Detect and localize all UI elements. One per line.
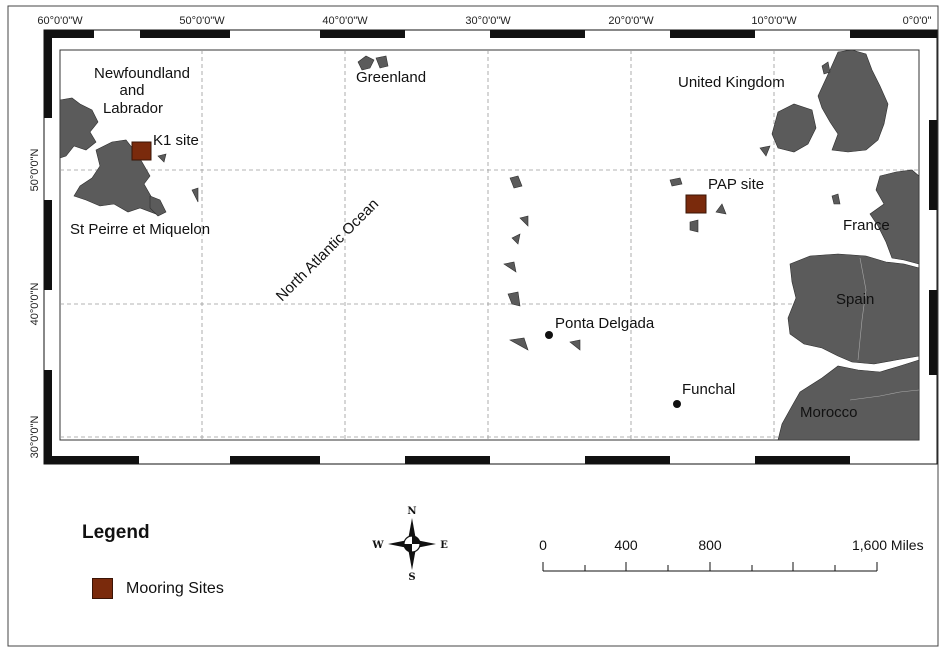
label-morocco: Morocco (800, 404, 858, 421)
azores-4 (503, 261, 517, 273)
scale-label-800: 800 (698, 537, 722, 553)
label-france: France (843, 217, 890, 234)
tick-40n: 40°0'0"N (29, 283, 41, 326)
graticule (60, 50, 919, 440)
tick-40w: 40°0'0"W (322, 15, 368, 27)
label-st-pierre: St Peirre et Miquelon (70, 221, 210, 238)
label-greenland: Greenland (356, 69, 426, 86)
islet-fr (831, 193, 841, 205)
label-spain: Spain (836, 291, 874, 308)
tick-30n: 30°0'0"N (29, 416, 41, 459)
compass-n: N (407, 506, 416, 517)
azores-7 (569, 339, 581, 351)
label-ponta-delgada: Ponta Delgada (555, 315, 655, 332)
france (869, 169, 920, 265)
label-pap-site: PAP site (708, 176, 764, 193)
label-newfoundland-3: Labrador (103, 100, 163, 117)
borders (849, 257, 920, 401)
city-point-ponta-delgada (545, 331, 553, 339)
islet-pap-2 (689, 219, 699, 233)
tick-60w: 60°0'0"W (37, 15, 83, 27)
cape-breton (149, 195, 167, 217)
scale-bar: 0 400 800 1,600 Miles (539, 537, 924, 572)
great-britain (817, 49, 889, 153)
iberia (787, 253, 920, 365)
tick-0: 0°0'0" (903, 15, 932, 27)
north-africa (777, 359, 920, 441)
label-newfoundland-1: Newfoundland (94, 65, 190, 82)
tick-50n: 50°0'0"N (29, 149, 41, 192)
compass-w: W (371, 540, 384, 551)
islet-uk (759, 145, 771, 157)
labrador-coast (59, 97, 99, 159)
scale-label-1600: 1,600 Miles (852, 537, 924, 553)
azores-5 (507, 291, 521, 307)
compass-e: E (440, 540, 448, 551)
azores-6 (509, 337, 529, 351)
ireland (771, 103, 817, 153)
tick-50w: 50°0'0"W (179, 15, 225, 27)
label-newfoundland-2: and (119, 82, 144, 99)
legend-title: Legend (82, 522, 150, 543)
azores-2 (519, 215, 529, 227)
city-point-funchal (673, 400, 681, 408)
label-funchal: Funchal (682, 381, 735, 398)
legend-item-mooring-sites: Mooring Sites (92, 578, 224, 599)
outer-border (7, 5, 939, 647)
compass-s: S (408, 572, 415, 583)
label-united-kingdom: United Kingdom (678, 74, 785, 91)
north-arrow-icon: N S E W (371, 506, 448, 583)
map-frame (43, 29, 938, 465)
islet-pap-1 (669, 177, 683, 187)
tick-30w: 30°0'0"W (465, 15, 511, 27)
tick-20w: 20°0'0"W (608, 15, 654, 27)
label-k1-site: K1 site (153, 132, 199, 149)
mooring-site-pap (685, 194, 707, 214)
scale-label-400: 400 (614, 537, 638, 553)
islet-nf-2 (191, 187, 199, 203)
mooring-site-k1 (131, 141, 152, 161)
islet-pap-3 (715, 203, 727, 215)
azores-1 (509, 175, 523, 189)
tick-10w: 10°0'0"W (751, 15, 797, 27)
islet-nf-1 (157, 153, 167, 163)
top-tick-labels: 60°0'0"W 50°0'0"W 40°0'0"W 30°0'0"W 20°0… (37, 15, 931, 27)
greenland-tip (357, 55, 389, 71)
azores-3 (511, 233, 521, 245)
left-tick-labels: 50°0'0"N 40°0'0"N 30°0'0"N (29, 149, 41, 459)
legend-label-mooring: Mooring Sites (126, 579, 224, 597)
scale-label-0: 0 (539, 537, 547, 553)
land-masses (59, 49, 920, 441)
hebrides (821, 61, 831, 75)
legend-swatch-mooring (92, 578, 113, 599)
